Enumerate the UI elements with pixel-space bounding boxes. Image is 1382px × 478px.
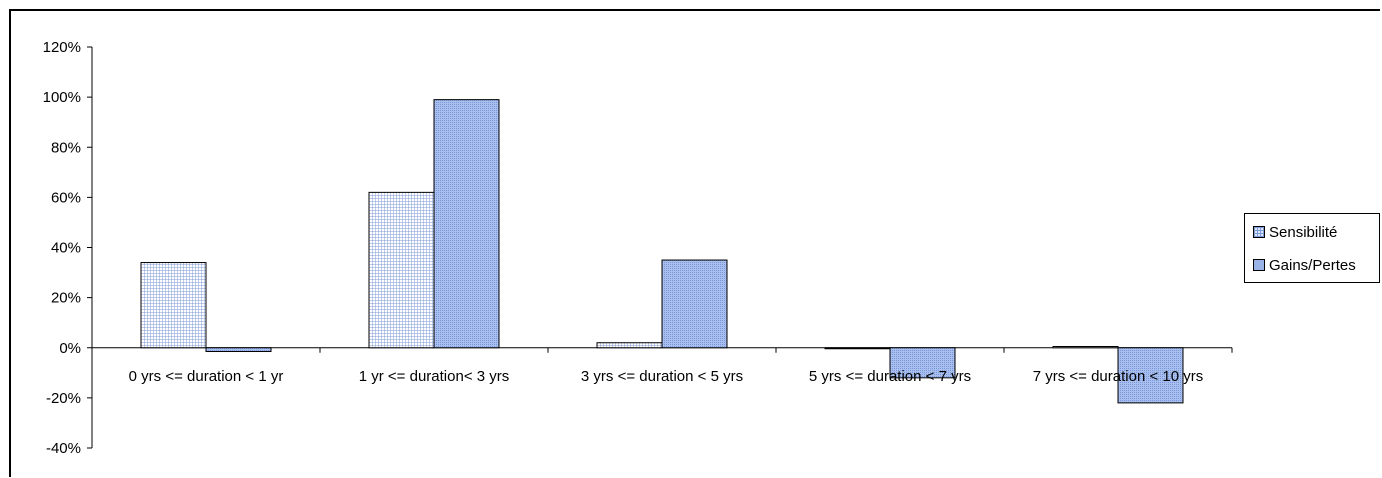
- bar-sensibilite: [596, 342, 663, 349]
- y-tick-label: 60%: [51, 189, 81, 206]
- y-axis: 120% 100% 80% 60% 40% 20% 0% -20% -40%: [43, 39, 93, 457]
- x-tick-label: 3 yrs <= duration < 5 yrs: [581, 368, 743, 385]
- y-tick-label: 100%: [43, 89, 81, 106]
- bar-sensibilite: [1052, 345, 1119, 349]
- y-tick-label: 20%: [51, 290, 81, 307]
- legend-label-sensibilite: Sensibilité: [1269, 224, 1338, 241]
- x-tick-label: 7 yrs <= duration < 10 yrs: [1033, 368, 1204, 385]
- bar-gains-pertes: [1117, 347, 1184, 404]
- legend-item-sensibilite: Sensibilité: [1253, 224, 1337, 242]
- y-tick-label: 0%: [59, 340, 81, 357]
- bar-sensibilite: [824, 347, 891, 350]
- x-tick-labels: 0 yrs <= duration < 1 yr 1 yr <= duration…: [129, 368, 1204, 385]
- y-tick-label: -20%: [46, 390, 81, 407]
- legend-swatch-sensibilite: [1253, 226, 1265, 238]
- y-tick-label: -40%: [46, 440, 81, 457]
- bar-sensibilite: [368, 191, 435, 349]
- y-tick-label: 80%: [51, 139, 81, 156]
- legend-item-gains-pertes: Gains/Pertes: [1253, 257, 1356, 275]
- bar-sensibilite: [140, 262, 207, 349]
- bar-gains-pertes: [889, 347, 956, 379]
- y-tick-label: 40%: [51, 240, 81, 257]
- y-tick-label: 120%: [43, 39, 81, 56]
- x-tick-label: 1 yr <= duration< 3 yrs: [359, 368, 510, 385]
- x-tick-label: 5 yrs <= duration < 7 yrs: [809, 368, 971, 385]
- bar-gains-pertes: [433, 99, 500, 349]
- bar-gains-pertes: [205, 347, 272, 353]
- x-tick-label: 0 yrs <= duration < 1 yr: [129, 368, 284, 385]
- legend: Sensibilité Gains/Pertes: [1244, 213, 1380, 283]
- bar-gains-pertes: [661, 259, 728, 349]
- chart-frame: [9, 9, 1380, 477]
- legend-swatch-gains-pertes: [1253, 259, 1265, 271]
- legend-label-gains-pertes: Gains/Pertes: [1269, 257, 1356, 274]
- bars: [140, 99, 1184, 404]
